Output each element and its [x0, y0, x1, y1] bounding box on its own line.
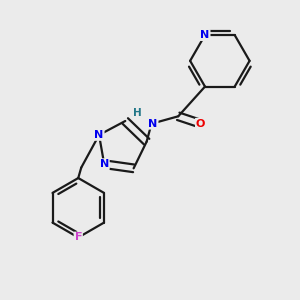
Text: N: N [200, 30, 210, 40]
Text: N: N [94, 130, 104, 140]
Text: N: N [100, 159, 109, 169]
Text: O: O [196, 119, 205, 129]
Text: H: H [133, 108, 142, 118]
Text: N: N [148, 119, 158, 129]
Text: F: F [74, 232, 82, 242]
